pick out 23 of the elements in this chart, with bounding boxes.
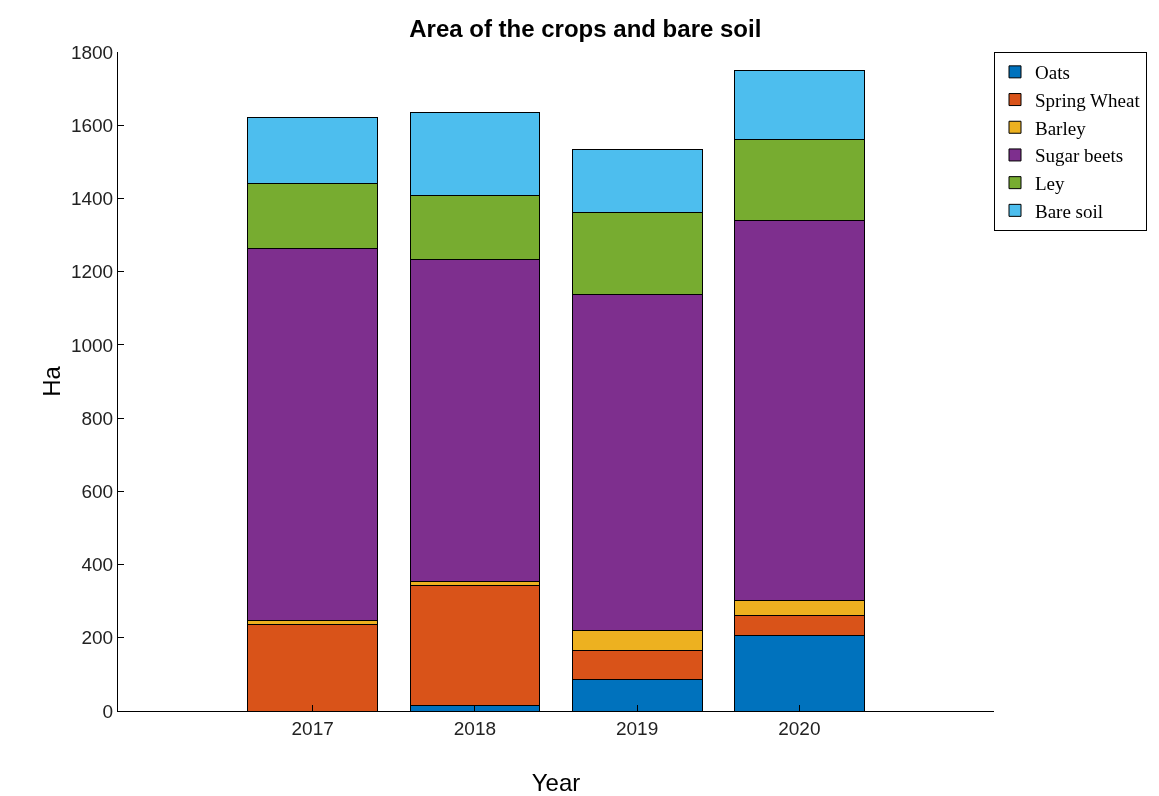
legend-label: Barley xyxy=(1035,117,1087,139)
y-tick-label: 1600 xyxy=(70,114,114,136)
legend-label: Oats xyxy=(1035,62,1070,84)
legend-label: Ley xyxy=(1035,173,1066,195)
y-tick-label: 600 xyxy=(81,480,114,502)
y-tick-label: 800 xyxy=(81,407,114,429)
y-tick-label: 400 xyxy=(81,554,114,576)
x-axis-title: Year xyxy=(531,769,581,796)
x-tick-label: 2020 xyxy=(778,717,821,739)
y-tick-label: 1800 xyxy=(70,41,114,63)
y-tick-label: 1400 xyxy=(70,188,114,210)
x-tick-label: 2019 xyxy=(615,717,659,739)
y-axis-title: Ha xyxy=(38,365,65,397)
x-tick-label: 2017 xyxy=(291,717,334,739)
chart-title: Area of the crops and bare soil xyxy=(409,14,762,42)
y-tick-label: 1200 xyxy=(70,261,114,283)
legend-label: Sugar beets xyxy=(1035,145,1124,167)
legend-label: Bare soil xyxy=(1035,200,1104,222)
x-tick-label: 2018 xyxy=(453,717,497,739)
y-tick-label: 0 xyxy=(102,700,114,722)
y-tick-label: 200 xyxy=(81,627,114,649)
legend-label: Spring Wheat xyxy=(1035,89,1141,111)
y-tick-label: 1000 xyxy=(70,334,114,356)
